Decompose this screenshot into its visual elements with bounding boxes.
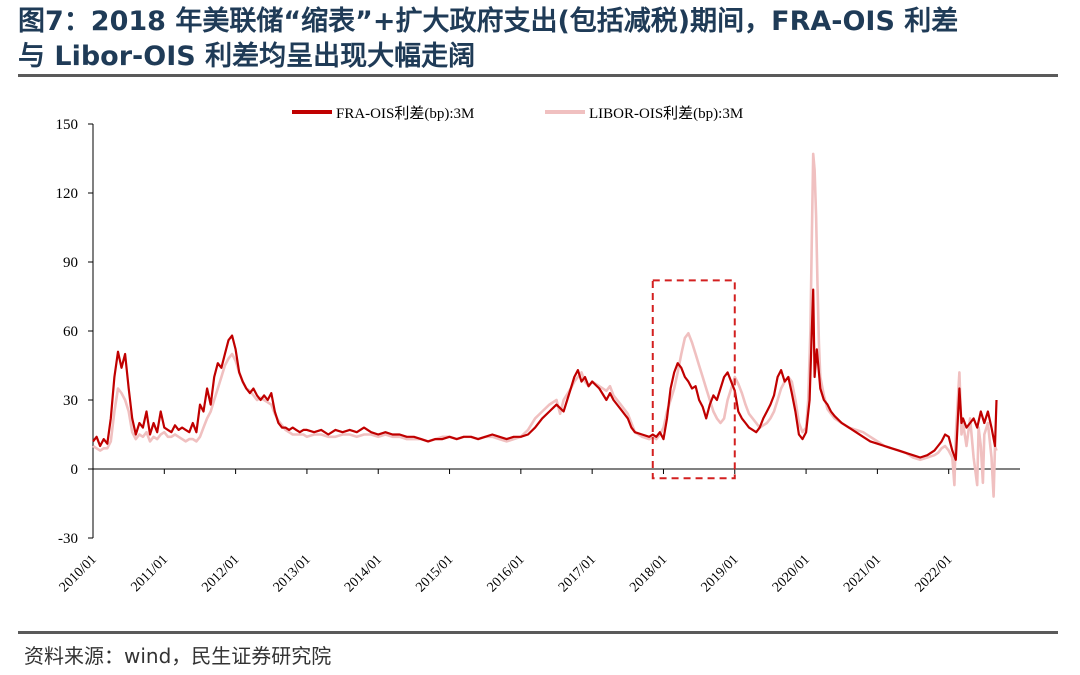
highlight-group <box>651 279 736 480</box>
y-tick-label: -30 <box>58 531 78 547</box>
figure-title-line1: 图7：2018 年美联储“缩表”+扩大政府支出(包括减税)期间，FRA-OIS … <box>18 6 959 37</box>
x-tick-label: 2010/01 <box>57 552 100 595</box>
source-note: 资料来源：wind，民生证券研究院 <box>24 644 332 668</box>
y-tick-label: 0 <box>71 462 79 478</box>
x-tick-label: 2011/01 <box>128 552 171 595</box>
x-tick-label: 2022/01 <box>912 552 955 595</box>
x-tick-label: 2020/01 <box>770 552 813 595</box>
x-tick-label: 2012/01 <box>199 552 242 595</box>
fra-ois-series-line <box>92 288 998 461</box>
y-tick-label: 150 <box>56 117 79 133</box>
x-tick-label: 2016/01 <box>485 552 528 595</box>
libor-ois-series-line <box>92 152 998 498</box>
y-axis: -30 0 30 60 90 120 150 <box>56 117 94 547</box>
legend-item-fra-ois: FRA-OIS利差(bp):3M <box>292 105 474 122</box>
legend-label: LIBOR-OIS利差(bp):3M <box>589 105 743 122</box>
x-tick-label: 2015/01 <box>413 552 456 595</box>
series-group <box>92 152 998 498</box>
line-chart: FRA-OIS利差(bp):3M LIBOR-OIS利差(bp):3M -30 0 3… <box>56 105 1020 595</box>
x-tick-label: 2019/01 <box>699 552 742 595</box>
legend-item-libor-ois: LIBOR-OIS利差(bp):3M <box>545 105 743 122</box>
x-tick-label: 2017/01 <box>556 552 599 595</box>
y-tick-label: 90 <box>63 255 78 271</box>
x-axis: 2010/01 2011/01 2012/01 2013/01 2014/01 2015/… <box>57 468 1020 595</box>
x-tick-label: 2014/01 <box>342 552 385 595</box>
figure-title-line2: 与 Libor-OIS 利差均呈出现大幅走阔 <box>18 41 476 72</box>
y-tick-label: 120 <box>56 186 79 202</box>
source-divider <box>18 631 1058 634</box>
legend-label: FRA-OIS利差(bp):3M <box>336 105 474 122</box>
y-tick-label: 60 <box>63 324 78 340</box>
y-tick-label: 30 <box>63 393 78 409</box>
x-tick-label: 2021/01 <box>841 552 884 595</box>
x-tick-label: 2013/01 <box>271 552 314 595</box>
figure-title: 图7：2018 年美联储“缩表”+扩大政府支出(包括减税)期间，FRA-OIS … <box>18 4 1068 74</box>
chart-legend: FRA-OIS利差(bp):3M LIBOR-OIS利差(bp):3M <box>292 105 743 122</box>
title-divider <box>18 74 1058 77</box>
x-tick-label: 2018/01 <box>627 552 670 595</box>
highlight-box <box>651 279 736 480</box>
